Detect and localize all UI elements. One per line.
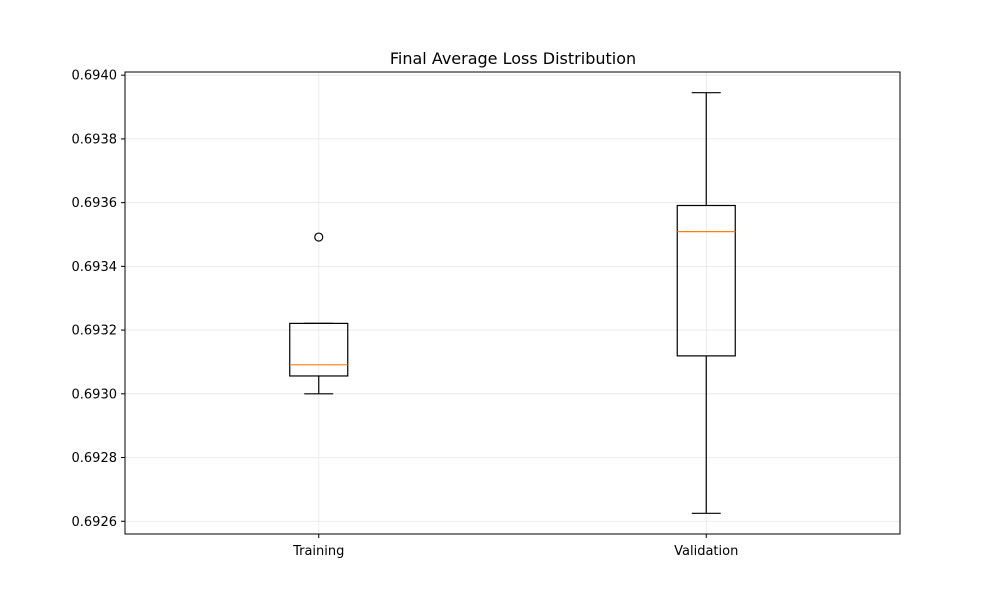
box-training bbox=[289, 232, 349, 395]
chart-title: Final Average Loss Distribution bbox=[390, 49, 636, 68]
outlier-point bbox=[314, 232, 324, 242]
y-tick-label: 0.6926 bbox=[72, 515, 118, 530]
y-tick-label: 0.6930 bbox=[72, 387, 118, 402]
box-iqr bbox=[289, 322, 349, 377]
box-validation bbox=[676, 92, 736, 514]
y-tick-label: 0.6938 bbox=[72, 132, 118, 147]
x-tick-label: Training bbox=[292, 544, 344, 559]
y-tick-label: 0.6936 bbox=[72, 196, 118, 211]
y-tick-label: 0.6934 bbox=[72, 260, 118, 275]
x-tick-label: Validation bbox=[674, 544, 738, 559]
box-iqr bbox=[676, 204, 736, 357]
data-layer bbox=[289, 92, 736, 514]
tick-layer: 0.6926 0.6928 0.6930 0.6932 0.6934 0.6936 0.69… bbox=[72, 69, 739, 559]
y-tick-label: 0.6940 bbox=[72, 69, 118, 84]
y-tick-label: 0.6932 bbox=[72, 324, 118, 339]
plot-frame bbox=[124, 71, 901, 535]
y-tick-label: 0.6928 bbox=[72, 451, 118, 466]
